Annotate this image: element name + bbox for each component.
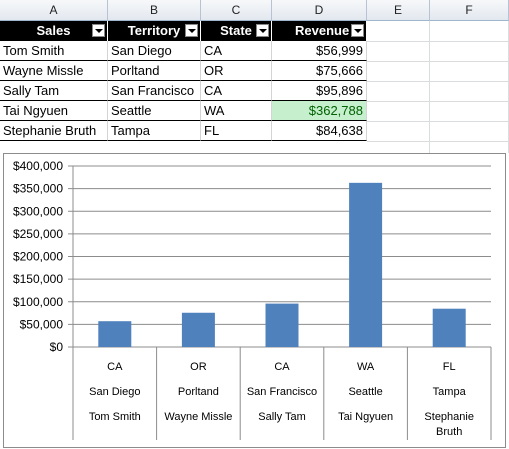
x-label-sales: Tai Ngyuen bbox=[338, 411, 393, 423]
table-cell[interactable]: Tom Smith bbox=[0, 41, 108, 61]
x-label-sales: Sally Tam bbox=[258, 411, 305, 423]
table-cell[interactable]: FL bbox=[201, 121, 272, 141]
highlighted-revenue-cell[interactable]: $362,788 bbox=[272, 101, 367, 121]
table-cell[interactable]: Stephanie Bruth bbox=[0, 121, 108, 141]
y-tick-label: $400,000 bbox=[13, 159, 63, 173]
table-cell[interactable]: CA bbox=[201, 81, 272, 101]
x-label-territory: Seattle bbox=[348, 386, 382, 398]
bar bbox=[181, 312, 215, 347]
bar bbox=[349, 182, 383, 347]
table-cell[interactable]: Wayne Missle bbox=[0, 61, 108, 81]
column-header-c[interactable]: C bbox=[201, 0, 272, 21]
y-tick-label: $50,000 bbox=[20, 317, 64, 331]
column-header-d[interactable]: D bbox=[272, 0, 367, 21]
x-label-sales: Tom Smith bbox=[89, 411, 141, 423]
x-label-state: CA bbox=[274, 361, 290, 373]
table-cell[interactable]: San Diego bbox=[108, 41, 201, 61]
filter-dropdown-icon[interactable] bbox=[92, 24, 105, 37]
filter-dropdown-icon[interactable] bbox=[185, 24, 198, 37]
column-header-e[interactable]: E bbox=[367, 0, 430, 21]
x-label-territory: Porltand bbox=[178, 386, 219, 398]
bar-chart[interactable]: $0 $50,000 $100,000 $150,000 $200,000 $250,00… bbox=[3, 153, 506, 448]
header-cell-revenue[interactable]: Revenue bbox=[272, 21, 367, 41]
filter-dropdown-icon[interactable] bbox=[351, 24, 364, 37]
x-label-sales: Wayne Missle bbox=[164, 411, 232, 423]
table-cell[interactable]: Sally Tam bbox=[0, 81, 108, 101]
table-cell[interactable]: $95,896 bbox=[272, 81, 367, 101]
header-label: Revenue bbox=[295, 23, 350, 38]
header-cell-state[interactable]: State bbox=[201, 21, 272, 41]
x-label-state: CA bbox=[107, 361, 123, 373]
x-label-territory: San Francisco bbox=[247, 386, 317, 398]
header-label: State bbox=[220, 23, 252, 38]
y-tick-label: $350,000 bbox=[13, 182, 63, 196]
table-cell[interactable]: Seattle bbox=[108, 101, 201, 121]
table-cell[interactable]: WA bbox=[201, 101, 272, 121]
table-cell[interactable]: $56,999 bbox=[272, 41, 367, 61]
table-cell[interactable]: OR bbox=[201, 61, 272, 81]
x-label-state: WA bbox=[357, 361, 375, 373]
header-label: Sales bbox=[36, 23, 71, 38]
y-tick-label: $0 bbox=[50, 340, 64, 354]
header-cell-territory[interactable]: Territory bbox=[108, 21, 201, 41]
table-cell[interactable]: San Francisco bbox=[108, 81, 201, 101]
bar bbox=[432, 308, 466, 347]
x-label-state: OR bbox=[190, 361, 207, 373]
filter-dropdown-icon[interactable] bbox=[256, 24, 269, 37]
x-label-sales: Bruth bbox=[436, 426, 462, 438]
x-label-territory: Tampa bbox=[433, 386, 467, 398]
y-tick-label: $300,000 bbox=[13, 204, 63, 218]
column-header-b[interactable]: B bbox=[108, 0, 201, 21]
y-tick-label: $100,000 bbox=[13, 295, 63, 309]
y-tick-label: $150,000 bbox=[13, 272, 63, 286]
x-label-sales: Stephanie bbox=[424, 411, 474, 423]
header-cell-sales[interactable]: Sales bbox=[0, 21, 108, 41]
header-label: Territory bbox=[127, 23, 181, 38]
y-tick-label: $200,000 bbox=[13, 250, 63, 264]
table-cell[interactable]: $84,638 bbox=[272, 121, 367, 141]
x-label-state: FL bbox=[443, 361, 456, 373]
y-tick-label: $250,000 bbox=[13, 227, 63, 241]
table-cell[interactable]: CA bbox=[201, 41, 272, 61]
x-label-territory: San Diego bbox=[89, 386, 140, 398]
column-header-a[interactable]: A bbox=[0, 0, 108, 21]
table-cell[interactable]: Tai Ngyuen bbox=[0, 101, 108, 121]
table-cell[interactable]: Porltand bbox=[108, 61, 201, 81]
chart-canvas: $0 $50,000 $100,000 $150,000 $200,000 $250,00… bbox=[13, 159, 492, 440]
table-cell[interactable]: $75,666 bbox=[272, 61, 367, 81]
bar bbox=[98, 321, 132, 347]
bar bbox=[265, 303, 299, 347]
column-header-f[interactable]: F bbox=[430, 0, 509, 21]
table-cell[interactable]: Tampa bbox=[108, 121, 201, 141]
